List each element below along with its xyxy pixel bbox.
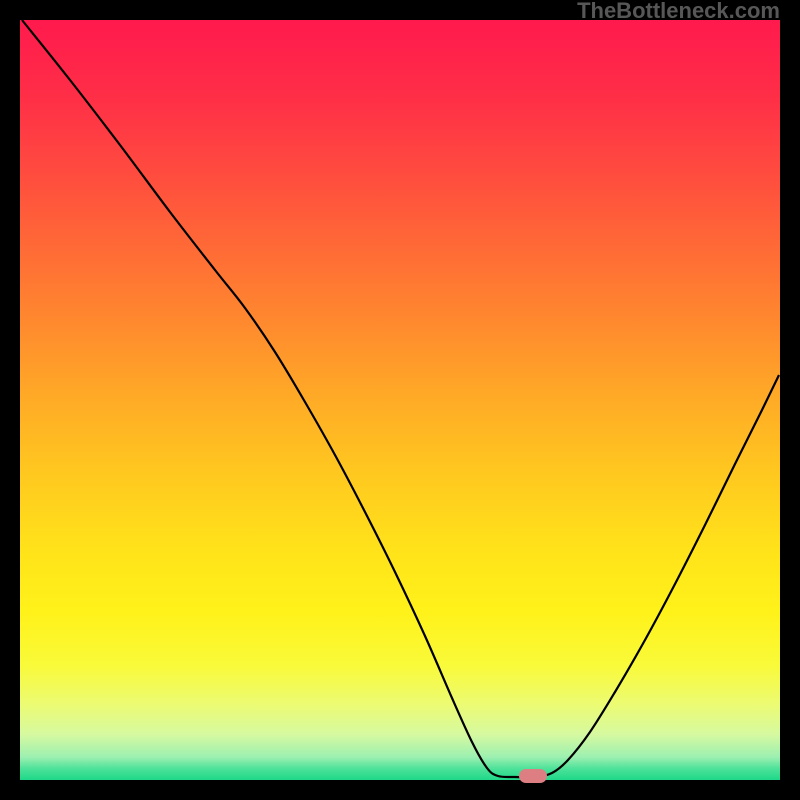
chart-canvas: TheBottleneck.com (0, 0, 800, 800)
minimum-marker (519, 769, 547, 783)
watermark-text: TheBottleneck.com (577, 0, 780, 24)
bottleneck-curve (22, 20, 779, 777)
curve-layer (0, 0, 800, 800)
